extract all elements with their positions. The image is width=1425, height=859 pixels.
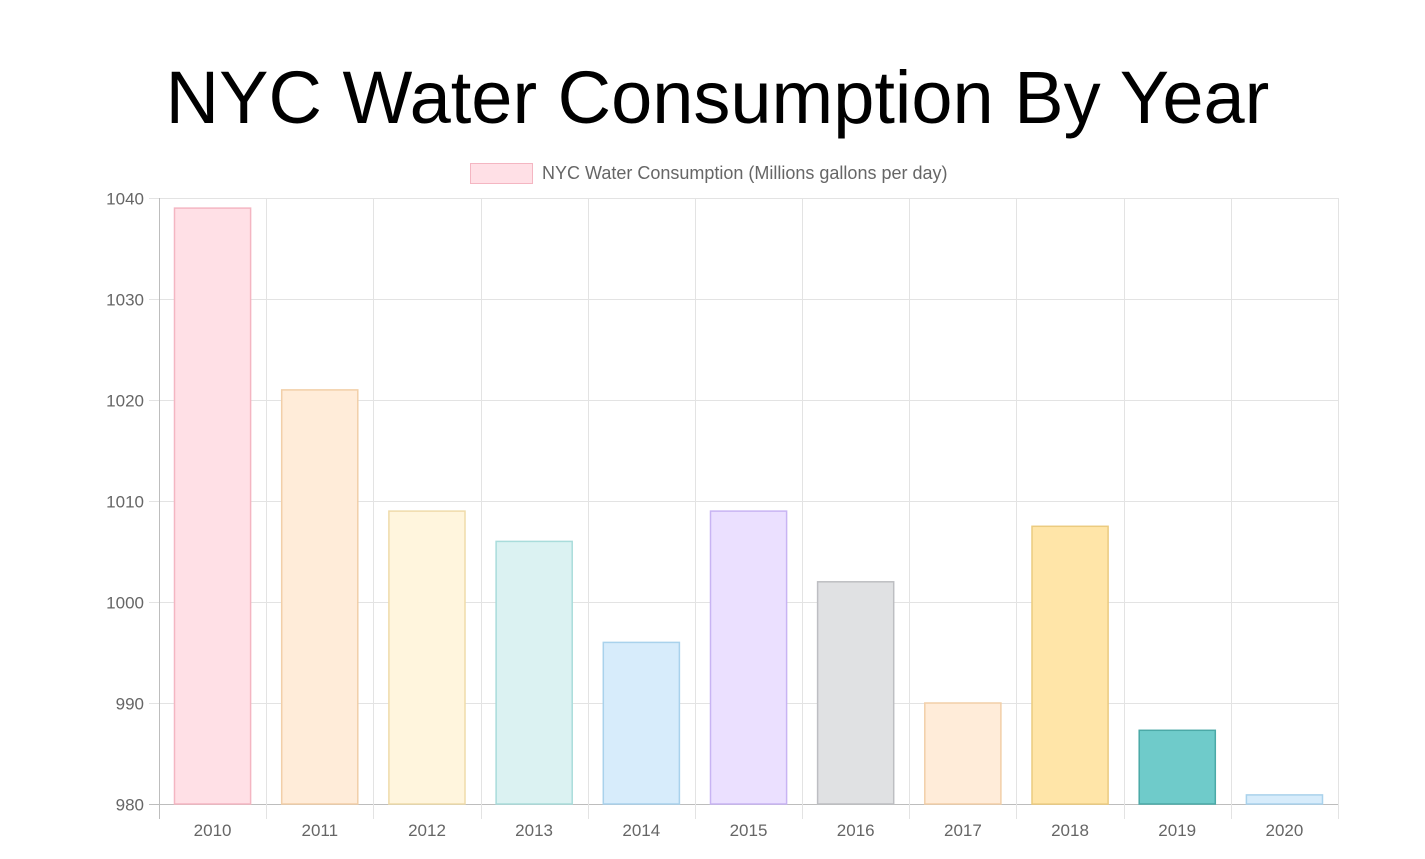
x-tick-label: 2012	[408, 821, 446, 840]
axes: 980 990 1000 1010 1020 1030 1040 2010 2011 2012 20…	[106, 190, 1303, 841]
legend-swatch	[470, 163, 533, 184]
bar-2011	[280, 389, 359, 805]
y-tick-label: 1040	[106, 190, 144, 209]
x-tick-label: 2014	[622, 821, 660, 840]
x-tick-label: 2020	[1265, 821, 1303, 840]
bar-2010	[173, 207, 252, 805]
bar-2017	[924, 702, 1002, 805]
bar-2016	[816, 581, 895, 805]
legend-label: NYC Water Consumption (Millions gallons …	[542, 163, 947, 183]
bars	[173, 207, 1324, 805]
bar-2019	[1138, 729, 1217, 805]
y-tick-label: 1020	[106, 392, 144, 411]
bar-2020	[1245, 794, 1324, 805]
x-tick-label: 2010	[194, 821, 232, 840]
x-tick-label: 2015	[730, 821, 768, 840]
x-tick-label: 2011	[302, 821, 339, 840]
bar-2015	[709, 510, 788, 805]
y-tick-label: 990	[116, 695, 144, 714]
legend[interactable]: NYC Water Consumption (Millions gallons …	[470, 163, 948, 184]
bar-2018	[1031, 525, 1109, 805]
x-tick-label: 2019	[1158, 821, 1196, 840]
x-tick-label: 2013	[515, 821, 553, 840]
y-tick-label: 1000	[106, 594, 144, 613]
x-tick-label: 2017	[944, 821, 982, 840]
y-tick-label: 980	[116, 796, 144, 815]
x-tick-label: 2016	[837, 821, 875, 840]
bar-2014	[602, 641, 681, 805]
y-tick-label: 1030	[106, 291, 144, 310]
y-tick-label: 1010	[106, 493, 144, 512]
page-title: NYC Water Consumption By Year	[165, 56, 1270, 139]
x-tick-label: 2018	[1051, 821, 1089, 840]
bar-2012	[388, 510, 466, 805]
bar-2013	[495, 540, 573, 805]
